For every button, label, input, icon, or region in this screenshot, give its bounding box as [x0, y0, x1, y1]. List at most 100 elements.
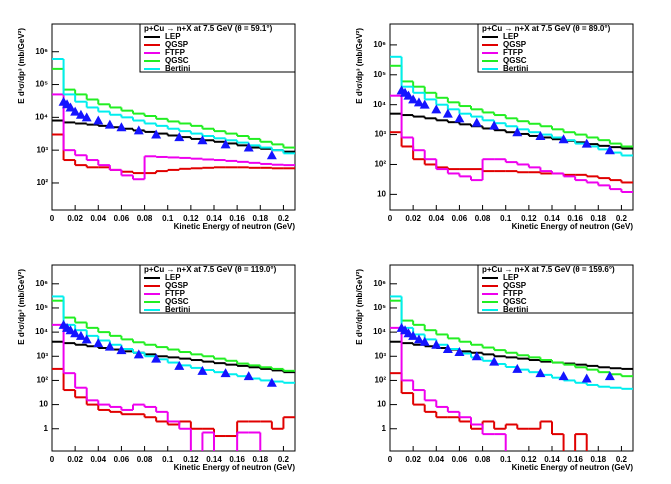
x-axis-label: Kinetic Energy of neutron (GeV) — [512, 463, 634, 472]
data-point — [93, 115, 104, 125]
x-tick-label: 0.12 — [521, 455, 537, 464]
data-point — [471, 351, 482, 361]
data-point — [243, 142, 254, 152]
y-tick-label: 10³ — [374, 351, 386, 360]
legend-label: LEP — [165, 273, 181, 282]
x-axis-label: Kinetic Energy of neutron (GeV) — [174, 463, 296, 472]
data-point — [220, 368, 231, 378]
data-point — [419, 99, 430, 109]
legend-title: p+Cu → n+X at 7.5 GeV (θ = 59.1°) — [144, 24, 273, 33]
data-point — [413, 97, 424, 107]
legend-label: Bertini — [165, 64, 190, 73]
x-tick-label: 0.06 — [114, 455, 130, 464]
x-tick-label: 0.12 — [183, 455, 199, 464]
legend-label: QGSP — [503, 281, 527, 290]
x-tick-label: 0.02 — [405, 214, 421, 223]
legend-title: p+Cu → n+X at 7.5 GeV (θ = 159.6°) — [482, 265, 615, 274]
data-point — [197, 135, 208, 145]
x-tick-label: 0.06 — [452, 455, 468, 464]
x-tick-label: 0.04 — [428, 455, 444, 464]
data-point — [512, 127, 523, 137]
data-point — [81, 334, 92, 344]
data-point — [431, 104, 442, 114]
y-axis-label: E d³σ/dp³ (mb/GeV²) — [355, 28, 364, 104]
data-point — [104, 119, 115, 129]
data-point — [419, 336, 430, 346]
data-point — [65, 325, 76, 335]
data-point — [604, 371, 615, 381]
legend-label: QGSC — [165, 56, 189, 65]
x-tick-label: 0.18 — [252, 455, 268, 464]
data-point — [471, 117, 482, 127]
data-point — [512, 363, 523, 373]
legend-label: QGSC — [503, 56, 527, 65]
x-tick-label: 0.02 — [405, 455, 421, 464]
y-tick-label: 10⁵ — [373, 303, 386, 312]
y-tick-label: 1 — [44, 424, 49, 433]
y-tick-label: 10⁶ — [373, 279, 386, 288]
legend-label: FTFP — [503, 48, 524, 57]
data-point — [81, 112, 92, 122]
histograms — [52, 58, 295, 181]
x-tick-label: 0.08 — [475, 214, 491, 223]
legend-label: LEP — [503, 273, 519, 282]
data-point — [104, 341, 115, 351]
data-point — [489, 120, 500, 130]
y-tick-label: 10 — [377, 400, 386, 409]
x-tick-label: 0.1 — [162, 214, 174, 223]
y-tick-label: 10² — [374, 376, 386, 385]
x-tick-label: 0.12 — [521, 214, 537, 223]
x-tick-label: 0.2 — [278, 214, 290, 223]
y-tick-label: 10⁴ — [35, 112, 48, 121]
x-tick-label: 0.04 — [90, 214, 106, 223]
data-point — [174, 360, 185, 370]
y-tick-label: 10⁴ — [35, 327, 48, 336]
x-tick-label: 0.14 — [206, 214, 222, 223]
data-point — [581, 373, 592, 383]
data-point — [70, 106, 81, 116]
data-point — [431, 339, 442, 349]
x-tick-label: 0 — [388, 455, 393, 464]
legend-box — [477, 264, 634, 314]
x-axis-label: Kinetic Energy of neutron (GeV) — [512, 222, 634, 231]
x-tick-label: 0.14 — [544, 214, 560, 223]
data-point — [558, 371, 569, 381]
data-point — [489, 356, 500, 366]
x-tick-label: 0.14 — [544, 455, 560, 464]
y-tick-label: 1 — [382, 424, 387, 433]
x-tick-label: 0.08 — [137, 214, 153, 223]
histograms — [390, 55, 633, 194]
data-point — [535, 130, 546, 140]
x-tick-label: 0.2 — [278, 455, 290, 464]
data-point — [174, 132, 185, 142]
legend-label: Bertini — [503, 305, 528, 314]
legend-box — [139, 23, 296, 73]
y-tick-label: 10³ — [36, 145, 48, 154]
x-tick-label: 0.12 — [183, 214, 199, 223]
legend-title: p+Cu → n+X at 7.5 GeV (θ = 89.0°) — [482, 24, 611, 33]
x-tick-label: 0.08 — [137, 455, 153, 464]
data-point — [133, 125, 144, 135]
data-point — [266, 377, 277, 387]
x-tick-label: 0.18 — [252, 214, 268, 223]
data-point — [408, 330, 419, 340]
data-point — [413, 334, 424, 344]
legend-label: FTFP — [503, 289, 524, 298]
legend-label: QGSP — [165, 40, 189, 49]
data-point — [454, 113, 465, 123]
x-tick-label: 0 — [50, 214, 55, 223]
data-point — [151, 129, 162, 139]
x-axis-label: Kinetic Energy of neutron (GeV) — [174, 222, 296, 231]
data-point — [442, 344, 453, 354]
x-tick-label: 0.16 — [567, 455, 583, 464]
legend-label: QGSP — [165, 281, 189, 290]
data-point — [116, 122, 127, 132]
x-tick-label: 0.18 — [590, 455, 606, 464]
legend-label: FTFP — [165, 289, 186, 298]
data-point — [243, 371, 254, 381]
x-tick-label: 0 — [50, 455, 55, 464]
data-point — [604, 145, 615, 155]
x-tick-label: 0.1 — [500, 455, 512, 464]
